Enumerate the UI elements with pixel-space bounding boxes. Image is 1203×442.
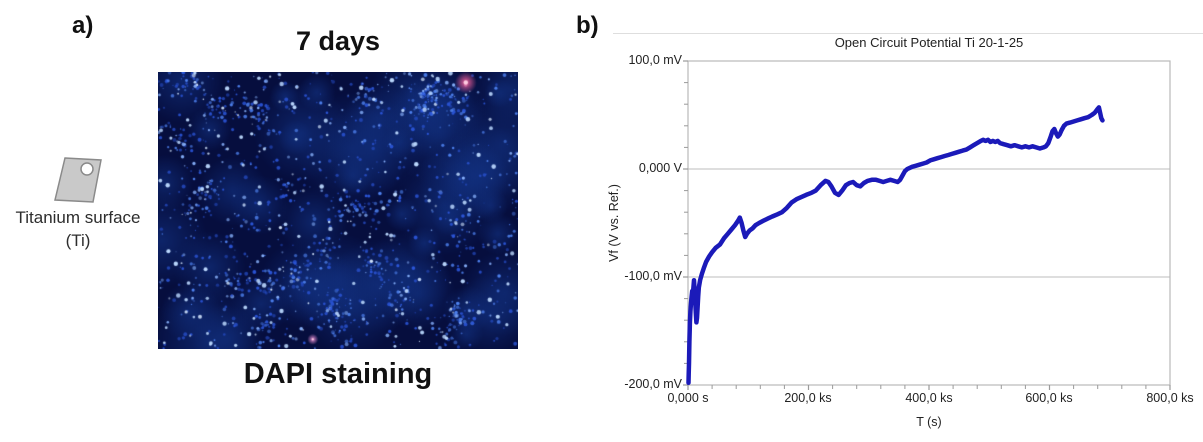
- x-tick-label-0s: 0,000 s: [667, 391, 709, 405]
- x-tick-label-200ks: 200,0 ks: [784, 391, 832, 405]
- panel-a-label: a): [72, 12, 94, 39]
- panel-b-label: b): [576, 12, 599, 39]
- titanium-sample-icon: [54, 157, 102, 203]
- x-axis-title: T (s): [916, 415, 942, 429]
- panel-a-title: 7 days: [295, 26, 381, 56]
- y-tick-label-100mv: 100,0 mV: [628, 53, 682, 67]
- x-tick-label-800ks: 800,0 ks: [1146, 391, 1194, 405]
- ocp-line-chart: [683, 60, 1171, 390]
- ocp-data-curve: [686, 105, 1105, 386]
- dapi-micrograph-image: [158, 72, 518, 349]
- dapi-staining-caption: DAPI staining: [243, 358, 433, 390]
- titanium-surface-label: Titanium surface (Ti): [4, 206, 152, 252]
- chart-top-divider: [613, 33, 1203, 34]
- y-axis-title: Vf (V vs. Ref.): [607, 184, 621, 262]
- x-tick-label-600ks: 600,0 ks: [1025, 391, 1073, 405]
- y-tick-label-neg200mv: -200,0 mV: [624, 377, 682, 391]
- titanium-surface-label-line1: Titanium surface: [15, 208, 141, 227]
- titanium-plate-hole-icon: [80, 162, 94, 176]
- titanium-plate-shape: [54, 157, 102, 203]
- chart-title: Open Circuit Potential Ti 20-1-25: [834, 35, 1024, 50]
- y-tick-label-0v: 0,000 V: [638, 161, 682, 175]
- titanium-surface-label-line2: (Ti): [65, 231, 91, 250]
- y-tick-label-neg100mv: -100,0 mV: [624, 269, 682, 283]
- x-tick-label-400ks: 400,0 ks: [905, 391, 953, 405]
